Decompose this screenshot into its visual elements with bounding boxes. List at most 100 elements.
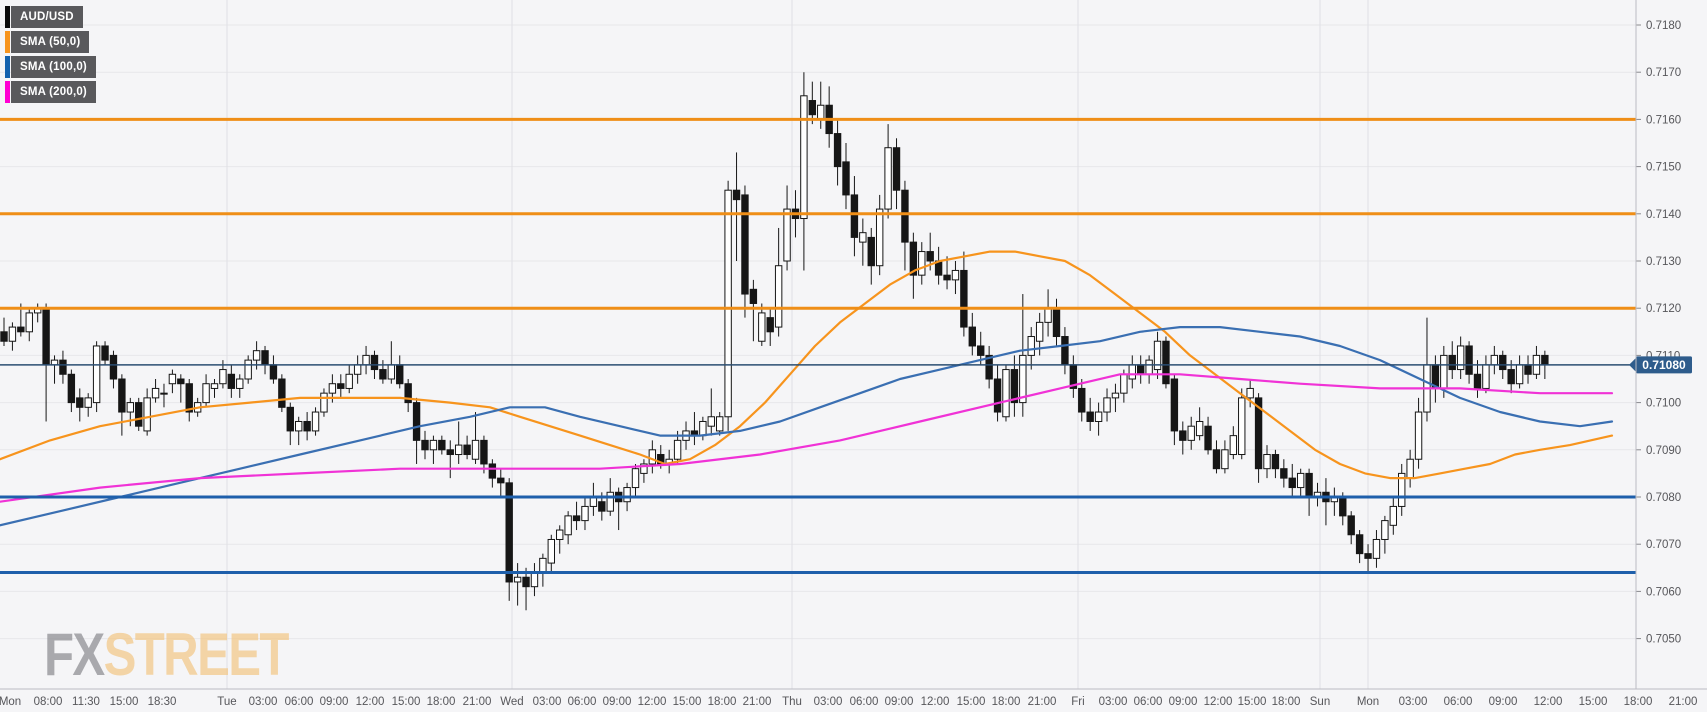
x-axis-label: Tue	[217, 696, 236, 708]
x-axis-label: 21:00	[1669, 696, 1698, 708]
candle-body	[909, 241, 918, 276]
candle-body	[833, 133, 842, 168]
candle-body	[1406, 458, 1414, 479]
candle-body	[311, 411, 320, 432]
legend-item-symbol[interactable]: AUD/USD	[5, 6, 96, 28]
candle-body	[774, 265, 783, 328]
candle-body	[202, 383, 210, 404]
candle-body	[884, 147, 892, 210]
legend-item-sma50[interactable]: SMA (50,0)	[5, 31, 96, 53]
candle-body	[1128, 364, 1136, 380]
candle-body	[84, 397, 92, 408]
x-axis-label: 11:30	[72, 696, 100, 708]
candle-body	[1010, 369, 1019, 404]
x-axis-label: Thu	[782, 696, 802, 708]
candle-body	[522, 576, 530, 588]
sma-line-1	[0, 326, 1614, 527]
candle-body	[572, 515, 581, 522]
candle-body	[993, 378, 1002, 413]
x-axis-label: 18:00	[1624, 696, 1653, 708]
candle-body	[328, 383, 337, 394]
candle-body	[261, 350, 269, 366]
candle-body	[859, 232, 867, 243]
candle-body	[370, 354, 379, 371]
x-axis-label: 21:00	[463, 696, 492, 708]
candle-body	[1145, 359, 1153, 375]
candle-body	[1086, 411, 1094, 422]
candle-body	[1465, 345, 1473, 375]
candle-body	[387, 364, 396, 380]
x-axis-label: 06:00	[285, 696, 314, 708]
candle-body	[1473, 373, 1482, 389]
x-axis-label: 09:00	[1169, 696, 1198, 708]
candle-body	[867, 236, 875, 267]
x-axis-label: 12:00	[1534, 696, 1563, 708]
y-axis-label: 0.7140	[1646, 209, 1681, 221]
legend-item-sma200[interactable]: SMA (200,0)	[5, 81, 96, 103]
x-axis-label: 18:00	[427, 696, 456, 708]
x-axis-label: Sun	[1310, 696, 1330, 708]
watermark-street: STREET	[103, 621, 290, 688]
candle-body	[724, 189, 732, 418]
candle-body	[783, 208, 791, 262]
candle-body	[1204, 425, 1212, 451]
sma-line-0	[0, 250, 1614, 480]
x-axis-label: 12:00	[921, 696, 950, 708]
candle-body	[353, 364, 362, 375]
candle-body	[926, 251, 934, 262]
candle-body	[673, 439, 682, 460]
candle-body	[766, 317, 774, 333]
candle-body	[808, 100, 817, 116]
x-axis-label: 15:00	[392, 696, 421, 708]
x-axis-label: 15:00	[673, 696, 702, 708]
candle-body	[362, 354, 370, 366]
candle-body	[1246, 387, 1254, 399]
x-axis-label: 15:00	[110, 696, 139, 708]
candle-body	[1229, 435, 1238, 456]
current-price-label: 0.71080	[1642, 358, 1686, 372]
candle-body	[25, 312, 33, 333]
x-axis-label: 18:00	[1272, 696, 1301, 708]
candle-body	[732, 189, 741, 201]
candle-body	[640, 463, 648, 474]
y-axis-label: 0.7170	[1646, 67, 1681, 79]
candle-body	[1271, 454, 1280, 470]
candle-body	[404, 383, 412, 404]
candle-body	[454, 444, 463, 456]
candle-body	[1212, 449, 1221, 470]
candle-body	[716, 416, 724, 432]
candle-body	[598, 501, 606, 512]
candle-body	[295, 420, 303, 432]
candle-body	[1288, 477, 1296, 489]
candle-body	[505, 482, 513, 583]
candle-body	[1179, 430, 1187, 441]
candle-body	[1019, 354, 1027, 404]
candle-body	[875, 208, 884, 267]
x-axis-label: Wed	[500, 696, 523, 708]
current-price-arrow	[1629, 357, 1636, 372]
candle-body	[1035, 321, 1044, 342]
candle-body	[1103, 397, 1111, 413]
legend-item-sma100[interactable]: SMA (100,0)	[5, 56, 96, 78]
x-axis-label: 12:00	[1204, 696, 1233, 708]
candle-body	[1398, 472, 1406, 507]
candle-body	[1195, 420, 1204, 437]
candle-body	[530, 572, 539, 588]
candle-body	[210, 383, 219, 389]
candle-body	[1111, 392, 1120, 399]
x-axis-label: 03:00	[533, 696, 562, 708]
candle-body	[1280, 468, 1288, 479]
y-axis-label: 0.7150	[1646, 162, 1681, 174]
candle-body	[1094, 411, 1103, 422]
candle-body	[1355, 534, 1364, 555]
candle-body	[168, 373, 177, 385]
candle-body	[236, 378, 244, 389]
candle-body	[977, 345, 985, 356]
candle-body	[749, 288, 758, 304]
candle-body	[421, 439, 429, 451]
candle-body	[556, 529, 564, 540]
x-axis-label: 21:00	[1028, 696, 1057, 708]
candle-body	[1440, 354, 1448, 389]
